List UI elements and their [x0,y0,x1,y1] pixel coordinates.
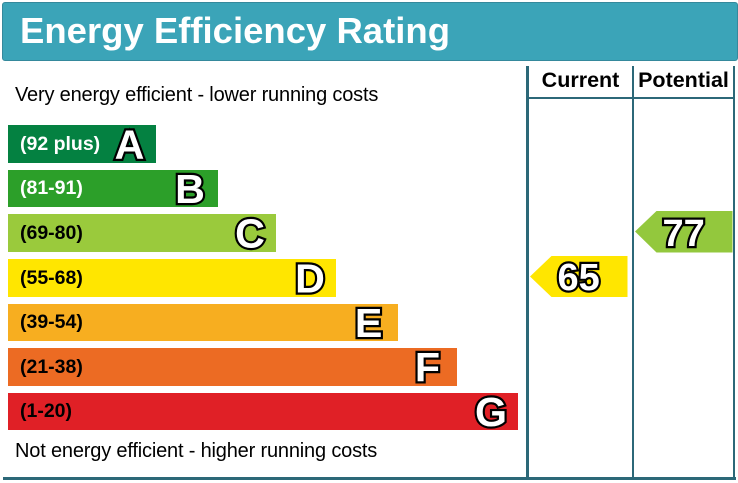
svg-text:E: E [355,300,382,346]
svg-text:D: D [295,255,325,301]
svg-text:65: 65 [558,257,600,299]
svg-text:G: G [475,389,507,435]
svg-text:A: A [115,122,145,168]
svg-text:C: C [235,211,265,257]
svg-text:B: B [175,166,205,212]
svg-text:77: 77 [663,213,705,255]
svg-text:F: F [415,345,440,391]
